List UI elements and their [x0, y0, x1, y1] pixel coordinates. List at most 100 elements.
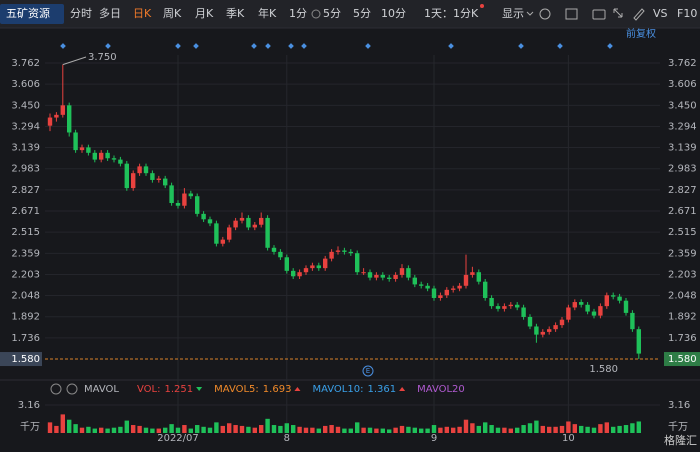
- candle-body: [329, 251, 334, 259]
- volume-bar: [515, 427, 520, 433]
- volume-bar: [508, 428, 513, 433]
- candle-body: [630, 312, 635, 330]
- tab[interactable]: 多日: [99, 6, 121, 20]
- tab[interactable]: 5分: [323, 7, 341, 20]
- y-tick-label: 1.736: [11, 333, 40, 344]
- layout-icon[interactable]: [565, 8, 578, 20]
- y-tick-label-right: 3.139: [668, 143, 697, 154]
- volume-bar: [425, 428, 430, 433]
- expand-icon[interactable]: [613, 8, 623, 18]
- candle-body: [73, 132, 78, 151]
- candle-body: [380, 274, 385, 278]
- candle-body: [233, 220, 238, 228]
- volume-bar: [534, 420, 539, 433]
- volume-bar: [92, 428, 97, 433]
- volume-bar: [579, 425, 584, 433]
- volume-bar: [214, 422, 219, 433]
- y-tick-label: 1.892: [11, 312, 40, 323]
- candle-body: [566, 307, 571, 320]
- display-menu[interactable]: 显示: [502, 7, 524, 20]
- candle-body: [502, 306, 507, 309]
- candle-body: [361, 272, 366, 274]
- last-price-label: 1.580: [11, 354, 40, 365]
- volume-bar: [470, 423, 475, 433]
- volume-bar: [585, 426, 590, 433]
- settings-icon[interactable]: [50, 383, 62, 395]
- draw-icon[interactable]: [633, 8, 645, 21]
- candle-body: [131, 173, 136, 189]
- y-tick-label-right: 2.048: [668, 291, 697, 302]
- settings-icon[interactable]: [539, 8, 551, 20]
- volume-bar: [431, 425, 437, 433]
- candle-body: [604, 295, 609, 307]
- candle-body: [515, 304, 520, 308]
- y-tick-label: 2.983: [11, 164, 40, 175]
- volume-bar: [540, 425, 545, 433]
- volume-bar: [182, 425, 187, 433]
- tab[interactable]: 年K: [258, 6, 277, 20]
- price-badge: [664, 352, 700, 367]
- y-tick-label: 2.359: [11, 248, 40, 259]
- close-icon[interactable]: [66, 383, 78, 395]
- watermark: 格隆汇: [664, 433, 697, 447]
- f10-button[interactable]: F10: [677, 7, 697, 20]
- tab-icon: [311, 9, 321, 19]
- volume-bar: [271, 425, 277, 433]
- y-tick-label-right: 2.827: [668, 185, 697, 196]
- volume-bar: [457, 426, 462, 433]
- candle-body: [470, 272, 475, 275]
- high-pointer: [62, 56, 87, 66]
- volume-bar: [521, 425, 526, 433]
- stock-name[interactable]: 五矿资源: [6, 6, 50, 20]
- tab[interactable]: 分时: [70, 7, 92, 20]
- volume-bar: [54, 425, 59, 433]
- candle-body: [169, 185, 174, 204]
- candle-body: [86, 147, 91, 153]
- y-tick-label-right: 2.671: [668, 206, 697, 217]
- candle-body: [399, 268, 405, 275]
- tab[interactable]: 1分: [289, 7, 307, 20]
- volume-bar: [566, 421, 571, 433]
- volume-bar: [137, 425, 142, 433]
- candle-body: [636, 329, 641, 354]
- volume-bar: [201, 426, 206, 433]
- volume-bar: [598, 424, 603, 433]
- period-select[interactable]: 1天：1分K: [424, 7, 479, 20]
- candle-body: [412, 277, 417, 285]
- volume-bar: [252, 427, 257, 433]
- volume-bar: [611, 426, 616, 433]
- tab[interactable]: 10分: [381, 7, 406, 20]
- candle-body: [111, 158, 117, 160]
- candle-body: [591, 311, 597, 316]
- volume-bar: [156, 428, 161, 433]
- vs-button[interactable]: VS: [653, 7, 668, 20]
- camera-icon[interactable]: [592, 9, 606, 20]
- tab[interactable]: 季K: [226, 7, 245, 20]
- candle-body: [271, 247, 277, 252]
- event-marker[interactable]: E: [366, 367, 370, 375]
- volume-bar: [374, 428, 379, 433]
- adjust-mode[interactable]: 前复权: [626, 27, 656, 40]
- y-tick-label-right: 3.606: [668, 79, 697, 90]
- volume-bar: [105, 428, 110, 433]
- tab[interactable]: 月K: [195, 7, 214, 20]
- tab-active[interactable]: 日K: [133, 7, 152, 20]
- y-tick-label-right: 3.762: [668, 58, 697, 69]
- candle-body: [79, 147, 85, 151]
- candle-body: [297, 272, 302, 277]
- volume-bar: [47, 422, 53, 433]
- toolbar: [0, 0, 700, 28]
- tab[interactable]: 周K: [163, 7, 182, 20]
- volume-bar: [188, 428, 193, 433]
- volume-bar: [502, 427, 507, 433]
- candle-body: [438, 295, 443, 298]
- volume-bar: [207, 427, 213, 433]
- volume-bar: [380, 428, 385, 433]
- indicator-name[interactable]: MAVOL: [84, 384, 119, 395]
- tab[interactable]: 5分: [353, 7, 371, 20]
- volume-bar: [547, 426, 552, 433]
- volume-bar: [111, 427, 117, 433]
- candle-body: [246, 217, 251, 228]
- volume-bar: [438, 427, 443, 433]
